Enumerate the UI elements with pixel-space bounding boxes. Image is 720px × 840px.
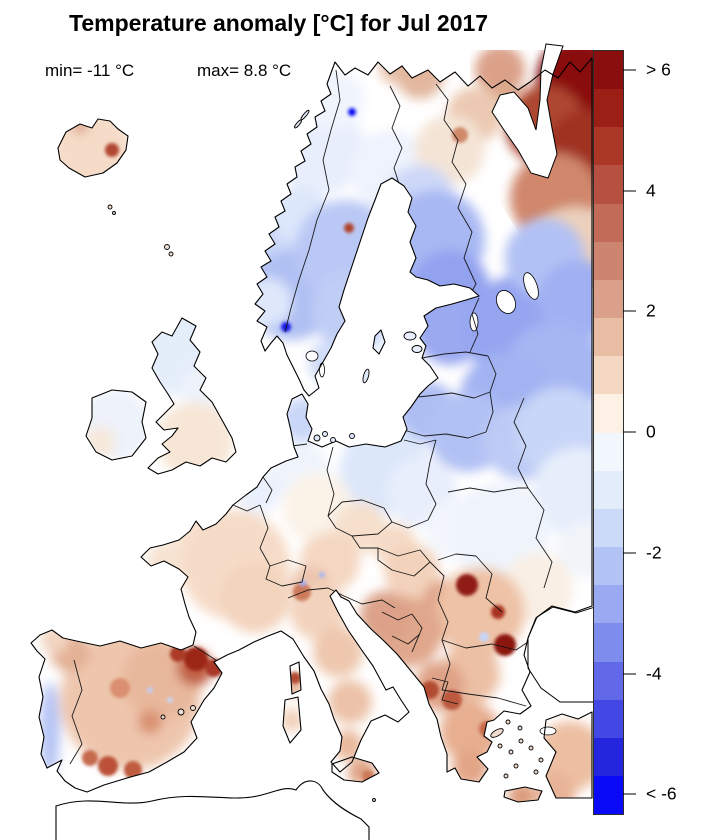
colorbar-segment [594, 623, 623, 662]
chart-title: Temperature anomaly [°C] for Jul 2017 [69, 10, 489, 36]
colorbar-tick: -4 [623, 663, 662, 684]
colorbar-segment [594, 241, 623, 280]
sea-of-marmara [539, 726, 557, 736]
colorbar-segment [594, 51, 623, 90]
colorbar-segment [594, 127, 623, 166]
colorbar-segment [594, 203, 623, 242]
sea-shapes [305, 43, 593, 736]
colorbar-tick-mark [623, 552, 636, 554]
colorbar-tick: < -6 [623, 784, 677, 805]
colorbar-tick: 4 [623, 180, 656, 201]
colorbar-tick-mark [623, 310, 636, 312]
colorbar-segment [594, 318, 623, 357]
colorbar-tick: > 6 [623, 60, 671, 81]
colorbar: > 6 4 2 0 -2 -4 < -6 [593, 50, 677, 815]
white-sea [491, 43, 564, 179]
colorbar-segment [594, 775, 623, 815]
colorbar-segment [594, 547, 623, 586]
colorbar-tick-mark [623, 431, 636, 433]
min-value-label: min= -11 °C [45, 61, 135, 80]
colorbar-ticks: > 6 4 2 0 -2 -4 < -6 [594, 51, 677, 814]
africa-coast [55, 780, 370, 840]
colorbar-tick-label: 4 [646, 180, 656, 201]
land-anomaly-field [40, 58, 592, 802]
colorbar-tick-label: -2 [646, 542, 662, 563]
colorbar-segment [594, 508, 623, 548]
colorbar-segment [594, 737, 623, 776]
colorbar-segment [594, 394, 623, 433]
colorbar-segment [594, 470, 623, 509]
colorbar-tick-label: 0 [646, 421, 656, 442]
colorbar-tick-label: > 6 [646, 59, 671, 80]
colorbar-segment [594, 661, 623, 700]
small-islands [107, 109, 544, 802]
colorbar-tick-label: -4 [646, 663, 662, 684]
country-borders [69, 69, 553, 765]
colorbar-tick-mark [623, 793, 636, 795]
lake-vanern [305, 350, 319, 362]
max-value-label: max= 8.8 °C [197, 61, 292, 80]
colorbar-tick: 0 [623, 421, 656, 442]
colorbar-tick-label: < -6 [646, 783, 677, 804]
colorbar-tick: -2 [623, 543, 662, 564]
colorbar-segment [594, 356, 623, 395]
colorbar-tick-mark [623, 69, 636, 71]
colorbar-tick-mark [623, 673, 636, 675]
lake-vattern [319, 362, 325, 378]
lake-ladoga [495, 290, 517, 314]
colorbar-tick: 2 [623, 301, 656, 322]
colorbar-segment [594, 279, 623, 319]
colorbar-tick-label: 2 [646, 300, 656, 321]
colorbar-segment [594, 89, 623, 128]
lake-onega [523, 272, 539, 300]
colorbar-segments [594, 51, 623, 815]
colorbar-segment [594, 432, 623, 471]
colorbar-segment [594, 699, 623, 738]
black-sea [527, 606, 593, 703]
colorbar-segment [594, 585, 623, 624]
colorbar-segment [594, 165, 623, 204]
colorbar-tick-mark [623, 190, 636, 192]
